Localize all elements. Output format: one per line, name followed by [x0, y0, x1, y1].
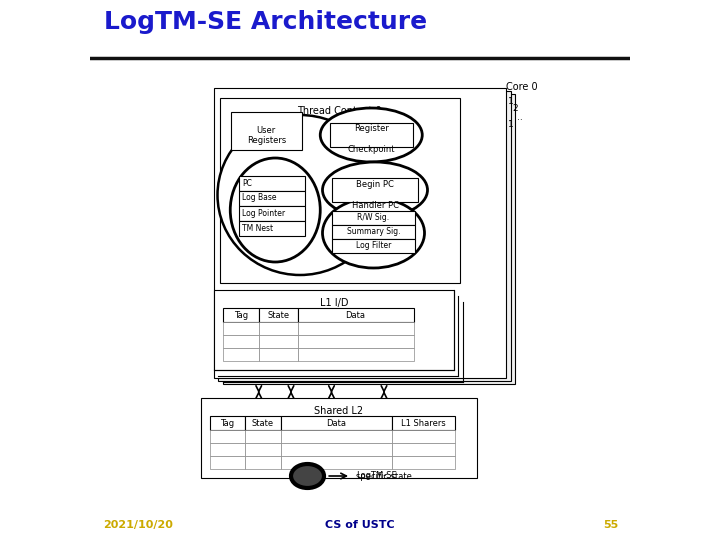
- Text: specific state: specific state: [356, 472, 412, 481]
- Bar: [222, 308, 258, 322]
- Ellipse shape: [217, 115, 382, 275]
- Text: 1: 1: [508, 97, 513, 106]
- Bar: [281, 456, 392, 469]
- Text: Begin PC: Begin PC: [356, 180, 394, 189]
- Bar: [392, 443, 454, 456]
- Text: User: User: [256, 126, 276, 135]
- Text: Log Pointer: Log Pointer: [242, 208, 285, 218]
- Text: 1: 1: [508, 120, 513, 129]
- Text: Log Base: Log Base: [242, 193, 276, 202]
- Text: L1 I/D: L1 I/D: [320, 298, 348, 308]
- Text: 2021/10/20: 2021/10/20: [104, 520, 174, 530]
- Bar: [392, 416, 454, 430]
- Text: Handler PC: Handler PC: [351, 201, 398, 210]
- Bar: [281, 430, 392, 443]
- Bar: [392, 456, 454, 469]
- Bar: [214, 88, 506, 378]
- Ellipse shape: [230, 158, 320, 262]
- Text: LogTM-SE Architecture: LogTM-SE Architecture: [104, 10, 427, 34]
- Bar: [281, 443, 392, 456]
- Bar: [239, 176, 305, 191]
- Bar: [258, 335, 298, 348]
- Text: Register: Register: [354, 124, 389, 133]
- Bar: [239, 206, 305, 221]
- Bar: [332, 211, 415, 225]
- Text: Summary Sig.: Summary Sig.: [347, 227, 400, 237]
- Bar: [210, 456, 245, 469]
- Text: TM Nest: TM Nest: [242, 224, 274, 233]
- Text: LogTM-SE: LogTM-SE: [356, 471, 397, 480]
- Bar: [222, 348, 258, 361]
- Text: R/W Sig.: R/W Sig.: [357, 213, 390, 222]
- Bar: [218, 91, 510, 381]
- Text: State: State: [267, 310, 289, 320]
- Bar: [220, 98, 460, 283]
- Text: Thread Context 0: Thread Context 0: [297, 106, 382, 116]
- Bar: [245, 416, 281, 430]
- Bar: [298, 322, 414, 335]
- Bar: [258, 308, 298, 322]
- Bar: [201, 398, 477, 478]
- Bar: [281, 416, 392, 430]
- Bar: [210, 430, 245, 443]
- Text: Checkpoint: Checkpoint: [348, 145, 395, 154]
- Bar: [245, 456, 281, 469]
- Text: Data: Data: [346, 310, 366, 320]
- Text: State: State: [251, 418, 274, 428]
- Text: Tag: Tag: [220, 418, 234, 428]
- Bar: [298, 348, 414, 361]
- Bar: [332, 225, 415, 239]
- Text: Shared L2: Shared L2: [315, 406, 364, 416]
- Text: Data: Data: [326, 418, 346, 428]
- Text: L1 Sharers: L1 Sharers: [400, 418, 446, 428]
- Bar: [332, 239, 415, 253]
- Ellipse shape: [323, 162, 428, 218]
- Bar: [210, 443, 245, 456]
- Text: PC: PC: [242, 179, 252, 187]
- Bar: [392, 430, 454, 443]
- Bar: [214, 290, 454, 370]
- Bar: [298, 335, 414, 348]
- Bar: [222, 335, 258, 348]
- Bar: [330, 123, 413, 147]
- Text: Registers: Registers: [247, 136, 286, 145]
- Text: Tag: Tag: [234, 310, 248, 320]
- Bar: [239, 191, 305, 206]
- Bar: [231, 112, 302, 150]
- Ellipse shape: [291, 464, 324, 488]
- Text: Log Filter: Log Filter: [356, 241, 391, 251]
- Bar: [222, 322, 258, 335]
- Bar: [210, 416, 245, 430]
- Text: ..: ..: [517, 113, 523, 122]
- Bar: [222, 94, 516, 384]
- Text: 2: 2: [512, 104, 518, 113]
- Bar: [239, 221, 305, 236]
- Text: 55: 55: [603, 520, 618, 530]
- Bar: [258, 348, 298, 361]
- Text: CS of USTC: CS of USTC: [325, 520, 395, 530]
- Bar: [258, 322, 298, 335]
- Ellipse shape: [320, 108, 422, 162]
- Bar: [298, 308, 414, 322]
- Text: Core 0: Core 0: [506, 82, 538, 92]
- Bar: [245, 430, 281, 443]
- Bar: [332, 178, 418, 202]
- Ellipse shape: [323, 198, 425, 268]
- Bar: [245, 443, 281, 456]
